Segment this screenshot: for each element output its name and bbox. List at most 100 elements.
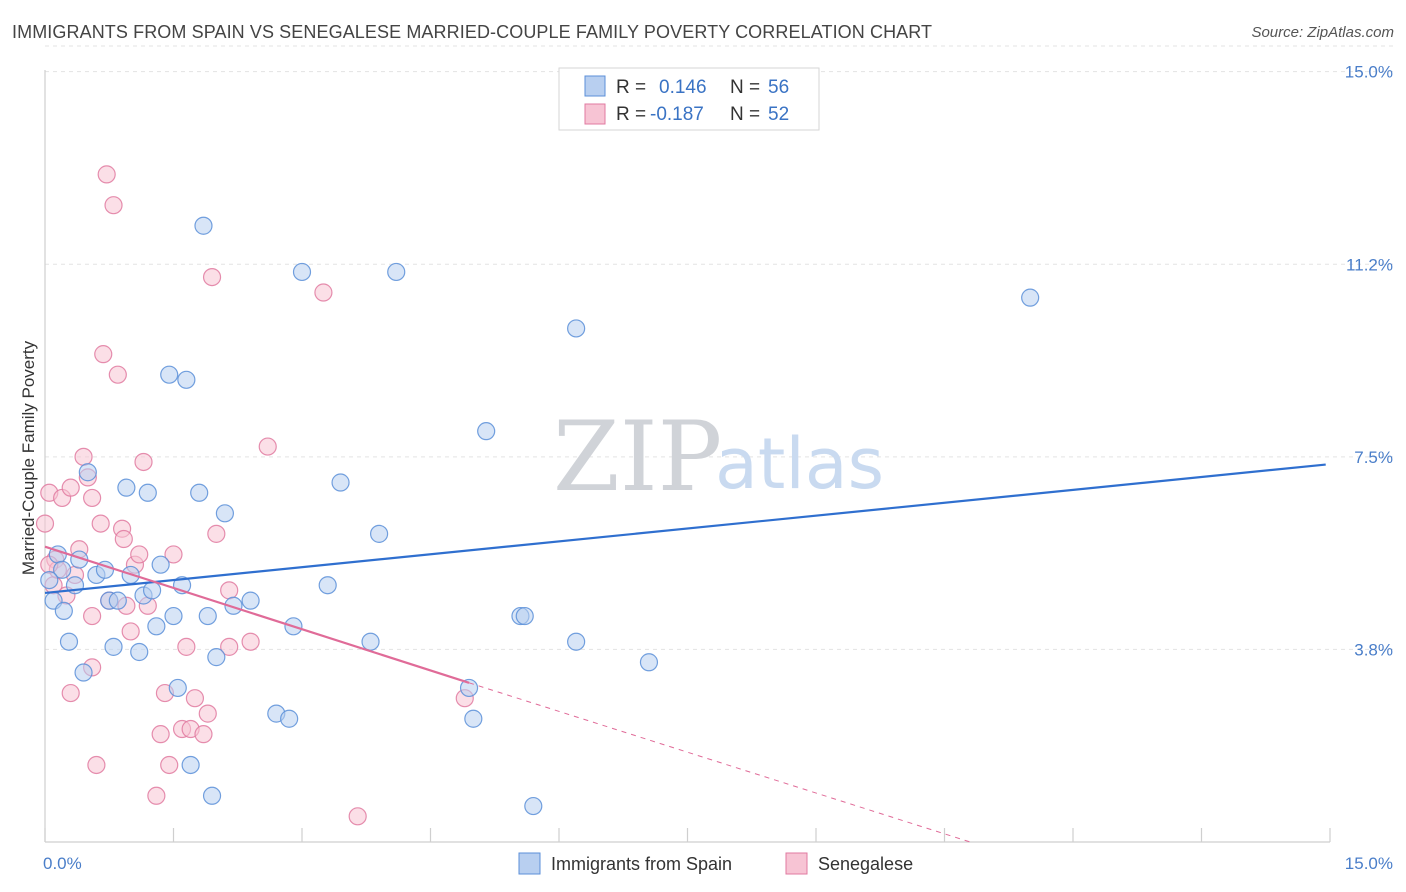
- data-point: [147, 786, 166, 805]
- data-point: [74, 447, 93, 466]
- x-tick-label-min: 0.0%: [43, 854, 82, 873]
- data-point: [130, 642, 149, 662]
- data-point: [194, 216, 213, 235]
- data-point: [87, 755, 106, 775]
- data-point: [185, 689, 205, 708]
- data-point: [97, 165, 116, 184]
- gridlines: [45, 45, 1393, 650]
- watermark-zip: ZIP: [553, 401, 722, 513]
- data-point: [241, 591, 260, 610]
- data-point: [114, 529, 133, 549]
- data-point: [177, 637, 196, 656]
- data-point: [318, 576, 337, 595]
- data-point: [134, 452, 153, 472]
- data-point: [314, 283, 333, 302]
- data-point: [207, 524, 226, 543]
- data-point: [104, 196, 123, 215]
- data-point: [1021, 288, 1040, 307]
- bottom-legend-label-senegalese: Senegalese: [818, 854, 913, 874]
- bottom-legend-swatch-spain: [518, 852, 541, 875]
- legend-swatch-senegalese: [584, 103, 606, 125]
- data-point: [35, 514, 55, 533]
- legend-n-value-senegalese: 52: [768, 104, 789, 125]
- legend-swatch-spain: [584, 75, 606, 97]
- trend-line-senegalese: [44, 545, 470, 684]
- data-point: [567, 319, 586, 338]
- data-point: [361, 632, 380, 651]
- data-point: [524, 796, 543, 816]
- data-point: [54, 601, 73, 621]
- data-point: [241, 632, 260, 651]
- senegalese-points: [35, 165, 474, 826]
- data-point: [515, 606, 534, 626]
- data-point: [220, 581, 239, 600]
- legend-n-value-spain: 56: [768, 77, 789, 98]
- data-point: [74, 663, 93, 682]
- data-point: [280, 709, 299, 728]
- data-point: [198, 704, 217, 723]
- trend-line-spain: [44, 463, 1326, 595]
- data-point: [348, 807, 367, 826]
- data-point: [104, 637, 123, 656]
- data-point: [207, 648, 226, 667]
- y-tick-label: 3.8%: [1354, 640, 1393, 659]
- data-point: [147, 617, 166, 636]
- data-point: [59, 632, 79, 651]
- data-point: [164, 545, 183, 564]
- data-point: [387, 262, 406, 282]
- data-point: [292, 262, 312, 282]
- legend-n-label-senegalese: N =: [730, 104, 760, 125]
- data-point: [83, 606, 102, 626]
- y-tick-labels: 3.8% 7.5% 11.2% 15.0%: [1345, 63, 1393, 660]
- data-point: [194, 725, 213, 744]
- data-point: [220, 637, 239, 656]
- data-point: [215, 504, 234, 523]
- legend-r-value-spain: 0.146: [659, 77, 707, 98]
- trend-lines: [44, 463, 1326, 843]
- legend-r-label-senegalese: R =: [616, 104, 646, 125]
- data-point: [168, 678, 187, 698]
- data-point: [464, 709, 483, 728]
- data-point: [164, 606, 183, 626]
- legend-n-label-spain: N =: [730, 77, 760, 98]
- data-point: [53, 560, 72, 579]
- data-point: [83, 488, 102, 508]
- data-point: [91, 514, 110, 533]
- legend-r-value-senegalese: -0.187: [650, 104, 704, 125]
- data-point: [160, 755, 179, 775]
- y-tick-label: 7.5%: [1354, 448, 1393, 467]
- data-point: [121, 622, 140, 641]
- legend-r-label-spain: R =: [616, 77, 646, 98]
- data-point: [142, 581, 162, 600]
- data-point: [331, 473, 350, 492]
- data-point: [190, 483, 209, 502]
- data-point: [61, 478, 80, 497]
- spain-points: [40, 216, 1040, 816]
- data-point: [202, 786, 222, 805]
- data-point: [78, 463, 97, 482]
- chart-title: IMMIGRANTS FROM SPAIN VS SENEGALESE MARR…: [12, 22, 933, 42]
- data-point: [94, 345, 113, 364]
- data-point: [160, 365, 179, 384]
- data-point: [40, 570, 59, 590]
- data-point: [108, 591, 127, 610]
- data-point: [151, 555, 170, 574]
- data-point: [639, 653, 659, 672]
- watermark-atlas: atlas: [715, 423, 884, 505]
- y-tick-label: 15.0%: [1345, 63, 1393, 82]
- data-point: [477, 422, 496, 441]
- data-point: [370, 524, 389, 543]
- data-point: [151, 725, 170, 744]
- data-point: [130, 545, 149, 564]
- data-point: [177, 370, 196, 389]
- data-point: [198, 606, 217, 626]
- data-point: [224, 596, 243, 615]
- correlation-legend: R = 0.146 N = 56 R = -0.187 N = 52: [558, 67, 820, 131]
- data-point: [181, 755, 200, 775]
- data-point: [61, 683, 80, 703]
- bottom-legend-label-spain: Immigrants from Spain: [551, 854, 732, 874]
- data-point: [202, 267, 222, 287]
- series-legend: Immigrants from Spain Senegalese: [518, 852, 913, 875]
- y-axis-label: Married-Couple Family Poverty: [19, 340, 38, 575]
